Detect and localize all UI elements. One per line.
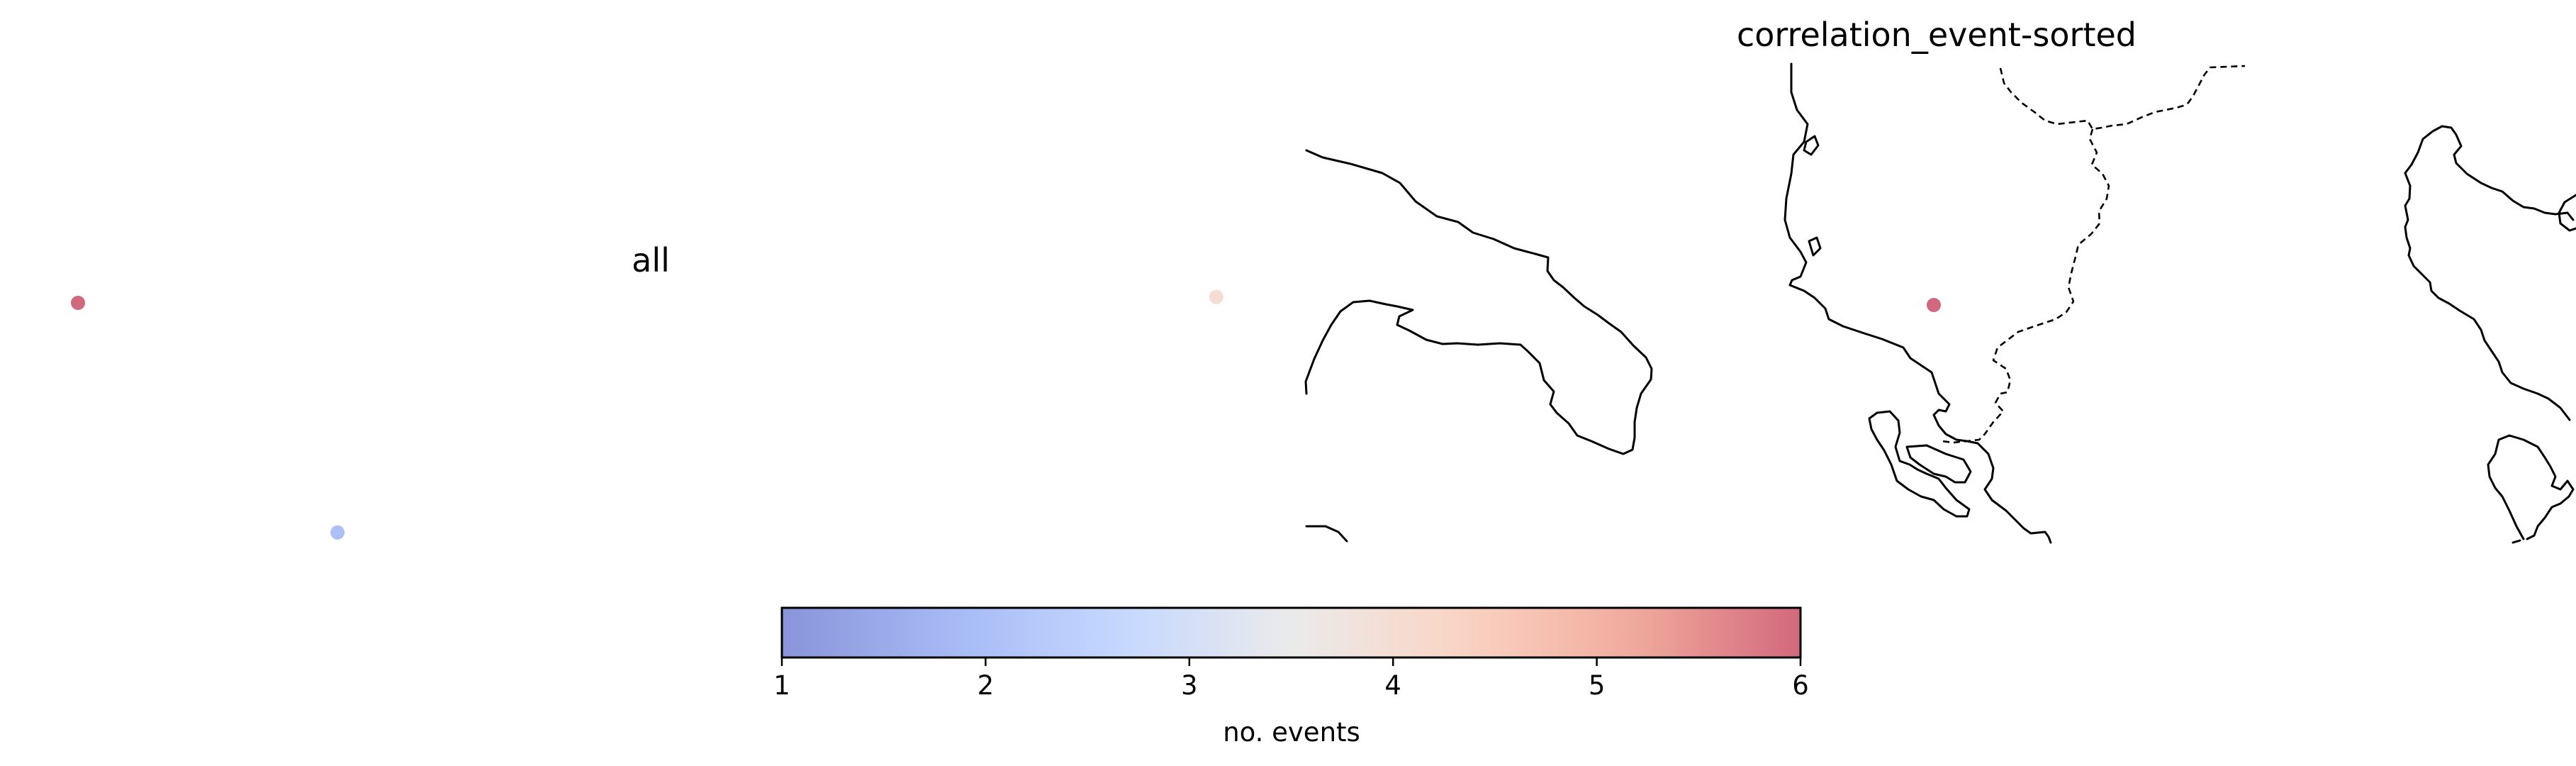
event-point bbox=[71, 296, 85, 310]
colorbar-label: no. events bbox=[1223, 717, 1360, 748]
colorbar: 1 2 3 4 5 6 no. events bbox=[773, 606, 1809, 748]
event-point bbox=[330, 525, 345, 540]
points-all bbox=[71, 289, 1223, 540]
panel-title-correlation-event-sorted: correlation_event-sorted bbox=[1737, 16, 2137, 54]
colorbar-tick-label: 5 bbox=[1589, 670, 1606, 701]
map-panel-all: all bbox=[71, 241, 1223, 540]
event-point bbox=[1209, 289, 1223, 304]
colorbar-tick-label: 6 bbox=[1792, 670, 1809, 701]
colorbar-ticks: 1 2 3 4 5 6 bbox=[773, 657, 1809, 701]
event-point bbox=[1927, 298, 1941, 312]
colorbar-gradient bbox=[780, 606, 1802, 659]
colorbar-tick-label: 4 bbox=[1384, 670, 1401, 701]
panel-title-all: all bbox=[632, 241, 670, 279]
colorbar-tick-label: 3 bbox=[1181, 670, 1198, 701]
coastline bbox=[1304, 62, 2576, 544]
country-border bbox=[1942, 65, 2246, 444]
map-panel-correlation-event-sorted: correlation_event-sorted bbox=[1304, 16, 2576, 544]
colorbar-tick-label: 2 bbox=[978, 670, 995, 701]
colorbar-tick-label: 1 bbox=[773, 670, 790, 701]
points-correlation-event-sorted bbox=[1927, 298, 1941, 312]
